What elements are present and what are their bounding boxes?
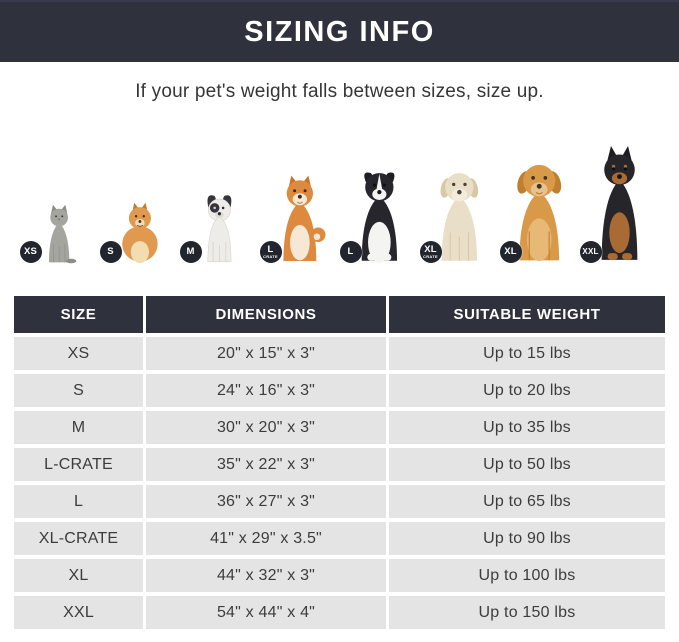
pet-figure-labrador: XL CRATE [419, 124, 500, 265]
size-badge-label: XL [424, 243, 437, 255]
pet-figure-cat: XS [19, 124, 100, 265]
size-badge-xs: XS [19, 241, 42, 263]
table-cell-row8-col1: XXL [14, 596, 143, 629]
table-cell-row6-col2: 41" x 29" x 3.5" [146, 522, 386, 555]
column-header-suitable-weight: SUITABLE WEIGHT [389, 296, 665, 333]
table-cell-row3-col3: Up to 35 lbs [389, 411, 665, 444]
table-cell-row7-col1: XL [14, 559, 143, 592]
table-cell-row7-col2: 44" x 32" x 3" [146, 559, 386, 592]
table-cell-row5-col3: Up to 65 lbs [389, 485, 665, 518]
column-header-size: SIZE [14, 296, 143, 333]
table-cell-row1-col3: Up to 15 lbs [389, 337, 665, 370]
sizing-table: SIZE DIMENSIONS SUITABLE WEIGHT XS 20" x 15"… [14, 296, 665, 629]
table-cell-row8-col3: Up to 150 lbs [389, 596, 665, 629]
table-cell-row6-col3: Up to 90 lbs [389, 522, 665, 555]
size-badge-label: L [347, 246, 354, 258]
table-cell-row3-col1: M [14, 411, 143, 444]
pet-figure-shiba-inu: L CRATE [259, 124, 340, 265]
sizing-note: If your pet's weight falls between sizes… [135, 81, 544, 102]
size-badge-xl-crate: XL CRATE [419, 241, 442, 263]
size-badge-label: S [107, 246, 114, 258]
pet-figure-golden-retriever: XL [499, 124, 580, 265]
table-cell-row7-col3: Up to 100 lbs [389, 559, 665, 592]
table-cell-row5-col2: 36" x 27" x 3" [146, 485, 386, 518]
table-cell-row4-col2: 35" x 22" x 3" [146, 448, 386, 481]
table-cell-row4-col1: L-CRATE [14, 448, 143, 481]
pet-figure-pomeranian: S [99, 124, 180, 265]
size-badge-l: L [339, 241, 362, 263]
doberman-illustration [577, 146, 662, 265]
size-badge-label: XL [504, 246, 517, 258]
table-cell-row2-col3: Up to 20 lbs [389, 374, 665, 407]
size-badge-label: XS [23, 246, 38, 258]
table-cell-row3-col2: 30" x 20" x 3" [146, 411, 386, 444]
size-badge-xl: XL [499, 241, 522, 263]
labrador-illustration [424, 166, 495, 265]
cat-illustration [37, 203, 81, 265]
table-cell-row5-col1: L [14, 485, 143, 518]
golden-retriever-illustration [501, 158, 577, 265]
table-cell-row4-col3: Up to 50 lbs [389, 448, 665, 481]
shiba-inu-illustration [267, 173, 333, 265]
table-cell-row2-col2: 24" x 16" x 3" [146, 374, 386, 407]
title-banner: SIZING INFO [0, 0, 679, 62]
table-cell-row8-col2: 54" x 44" x 4" [146, 596, 386, 629]
size-badge-s: S [99, 241, 122, 263]
pet-figure-doberman: XXL [577, 124, 662, 265]
pet-size-lineup: XS S M L CRATE L XL CRATE XL [0, 124, 679, 265]
pomeranian-illustration [116, 198, 164, 265]
size-badge-l-crate: L CRATE [259, 241, 282, 263]
size-badge-xxl: XXL [579, 241, 602, 263]
border-collie-illustration [344, 166, 415, 265]
size-badge-sublabel: CRATE [263, 254, 278, 260]
size-badge-label: XXL [582, 247, 599, 256]
size-badge-label: L [267, 243, 274, 255]
pet-figure-border-collie: L [339, 124, 420, 265]
pet-figure-french-bulldog: M [179, 124, 260, 265]
table-cell-row1-col2: 20" x 15" x 3" [146, 337, 386, 370]
page-title: SIZING INFO [244, 15, 435, 48]
table-cell-row6-col1: XL-CRATE [14, 522, 143, 555]
column-header-dimensions: DIMENSIONS [146, 296, 386, 333]
french-bulldog-illustration [193, 191, 246, 265]
size-badge-m: M [179, 241, 202, 263]
table-cell-row2-col1: S [14, 374, 143, 407]
table-cell-row1-col1: XS [14, 337, 143, 370]
size-badge-label: M [186, 246, 195, 258]
size-badge-sublabel: CRATE [423, 254, 438, 260]
